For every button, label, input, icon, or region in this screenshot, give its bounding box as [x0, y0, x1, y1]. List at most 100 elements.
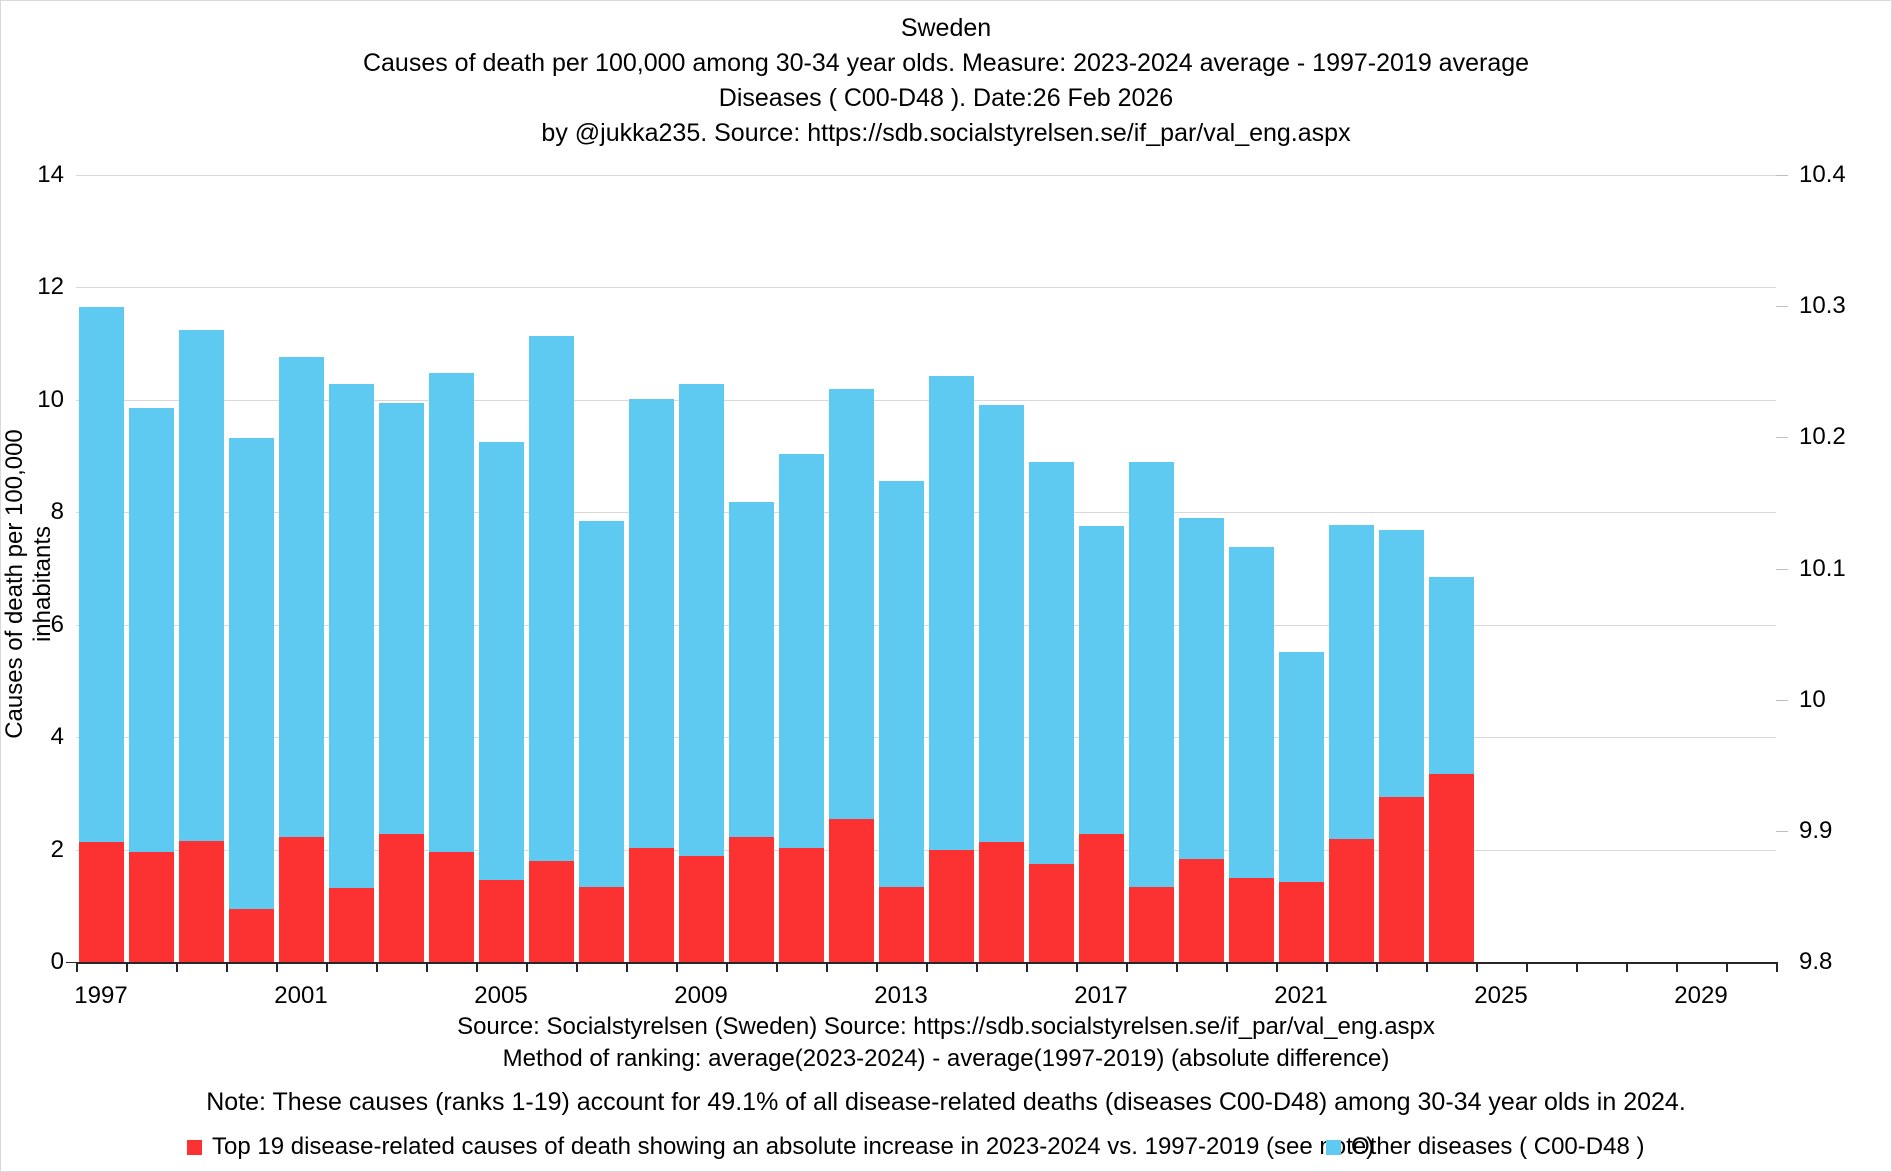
x-axis-tick: [626, 962, 628, 972]
bar-segment-other-2005: [478, 442, 524, 881]
right-axis-tick-label: 10.4: [1799, 161, 1846, 188]
x-axis-tick: [976, 962, 978, 972]
bar-segment-other-2023: [1378, 530, 1424, 798]
gridline: [76, 624, 1776, 626]
bar-segment-top19-2013: [878, 886, 924, 962]
bar-segment-top19-2009: [678, 856, 724, 962]
legend-item-other: Other diseases ( C00-D48 ): [1326, 1133, 1644, 1161]
gridline: [76, 512, 1776, 514]
bar-segment-other-1999: [178, 329, 224, 842]
gridline: [76, 175, 1776, 176]
x-axis-tick: [1076, 962, 1078, 972]
x-axis-tick: [526, 962, 528, 972]
x-axis-tick: [776, 962, 778, 972]
x-axis-tick: [1226, 962, 1228, 972]
x-axis-tick: [126, 962, 128, 972]
bar-segment-other-2011: [778, 453, 824, 848]
left-axis-tick-label: 6: [50, 610, 64, 638]
right-axis-tick: [1776, 568, 1788, 570]
x-axis-tick-label: 2029: [1674, 982, 1728, 1009]
x-axis-tick: [1126, 962, 1128, 972]
x-axis-tick-label: 2017: [1074, 982, 1128, 1009]
bar-segment-other-2012: [828, 389, 874, 819]
bar-segment-top19-2001: [278, 836, 324, 962]
bar-segment-top19-2007: [578, 887, 624, 962]
bar-segment-top19-2005: [478, 880, 524, 962]
x-axis-tick: [76, 962, 78, 972]
right-axis-tick: [1776, 175, 1788, 176]
bar-segment-top19-2012: [828, 818, 874, 962]
x-axis-tick: [1626, 962, 1628, 972]
legend-swatch-blue: [1326, 1139, 1341, 1155]
right-axis-tick-label: 10.3: [1799, 292, 1846, 320]
x-axis-tick-label: 2005: [474, 982, 528, 1009]
right-axis-tick: [1776, 699, 1788, 701]
bar-segment-top19-2023: [1378, 797, 1424, 962]
bar-segment-top19-2008: [628, 847, 674, 962]
bar-segment-other-2007: [578, 521, 624, 888]
left-axis-tick-label: 2: [50, 835, 64, 863]
bar-segment-other-2024: [1428, 576, 1474, 774]
bar-segment-top19-2021: [1278, 882, 1324, 962]
x-axis-tick: [1576, 962, 1578, 972]
x-axis-tick: [1676, 962, 1678, 972]
left-axis-tick-label: 4: [50, 723, 64, 751]
bar-segment-other-1998: [128, 407, 174, 852]
x-axis-tick: [926, 962, 928, 972]
bar-segment-other-2021: [1278, 651, 1324, 883]
gridline: [76, 287, 1776, 289]
x-axis-tick: [1526, 962, 1528, 972]
right-axis-tick-label: 9.8: [1799, 948, 1833, 975]
bar-segment-top19-2018: [1128, 886, 1174, 962]
bar-segment-other-2008: [628, 399, 674, 848]
bar-segment-other-2010: [728, 501, 774, 838]
bar-segment-top19-2002: [328, 887, 374, 962]
x-axis-tick: [1376, 962, 1378, 972]
x-axis-tick: [176, 962, 178, 972]
legend: Top 19 disease-related causes of death s…: [1, 1133, 1891, 1163]
legend-label-other: Other diseases ( C00-D48 ): [1351, 1133, 1645, 1160]
x-axis-tick: [876, 962, 878, 972]
bar-segment-other-2002: [328, 384, 374, 888]
x-axis-tick: [676, 962, 678, 972]
bar-segment-top19-2011: [778, 847, 824, 962]
chart-title-diseases-date: Diseases ( C00-D48 ). Date:26 Feb 2026: [718, 84, 1174, 112]
x-axis-tick-label: 1997: [74, 982, 128, 1009]
bar-segment-top19-1998: [128, 851, 174, 962]
x-axis-tick: [426, 962, 428, 972]
left-axis-title: Causes of death per 100,000 inhabitants: [1, 429, 56, 739]
x-axis-tick-label: 2001: [274, 982, 328, 1009]
footer-method: Method of ranking: average(2023-2024) - …: [502, 1045, 1390, 1072]
left-axis-tick-label: 10: [37, 385, 64, 413]
x-axis-tick: [1726, 962, 1728, 972]
left-axis-tick-label: 8: [50, 498, 64, 526]
y-axis-origin-tick: [66, 962, 76, 963]
bar-segment-other-2004: [428, 373, 474, 852]
x-axis-tick-label: 2013: [874, 982, 928, 1009]
bar-segment-other-2000: [228, 438, 274, 910]
x-axis-tick: [826, 962, 828, 972]
bar-segment-other-2022: [1328, 525, 1374, 840]
bar-segment-top19-2020: [1228, 877, 1274, 962]
chart-title-measure: Causes of death per 100,000 among 30-34 …: [362, 49, 1530, 77]
footer-note: Note: These causes (ranks 1-19) account …: [206, 1088, 1686, 1116]
gridline: [76, 399, 1776, 401]
legend-swatch-red: [187, 1139, 202, 1155]
bar-segment-top19-2022: [1328, 839, 1374, 962]
bar-segment-other-2003: [378, 403, 424, 834]
chart-title-block: Sweden Causes of death per 100,000 among…: [1, 11, 1891, 151]
bar-segment-other-1997: [78, 306, 124, 842]
footer-source: Source: Socialstyrelsen (Sweden) Source:…: [457, 1013, 1435, 1040]
legend-item-top19: Top 19 disease-related causes of death s…: [187, 1133, 1374, 1161]
left-axis-tick-label: 14: [37, 161, 64, 188]
bar-segment-other-2017: [1078, 525, 1124, 834]
bar-segment-top19-1997: [78, 841, 124, 962]
bar-segment-top19-2006: [528, 861, 574, 962]
bar-segment-top19-2017: [1078, 833, 1124, 962]
x-axis-tick-label: 2025: [1474, 982, 1528, 1009]
bar-segment-other-2014: [928, 375, 974, 851]
bar-segment-top19-2014: [928, 850, 974, 962]
x-axis-tick-label: 2021: [1274, 982, 1328, 1009]
chart-title-author-source: by @jukka235. Source: https://sdb.social…: [541, 119, 1351, 147]
bar-segment-other-2009: [678, 384, 724, 857]
